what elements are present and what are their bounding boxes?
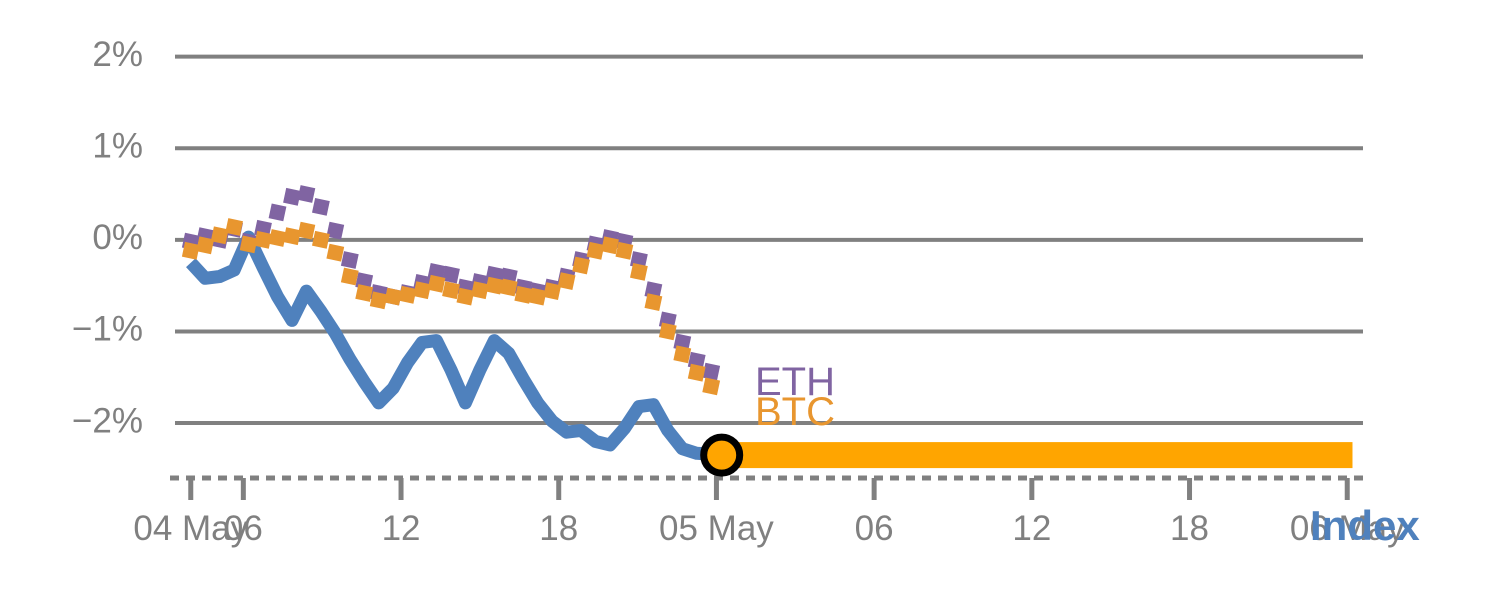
marker-eth-8 <box>297 185 316 203</box>
marker-btc-15 <box>398 285 417 304</box>
marker-btc-19 <box>456 287 475 306</box>
series-label-index: Index <box>1310 502 1420 549</box>
marker-btc-20 <box>471 281 489 300</box>
marker-btc-17 <box>427 274 446 293</box>
y-tick-label-1: 1% <box>92 126 143 165</box>
y-tick-label-4: −2% <box>72 401 143 440</box>
projection-bar-rect[interactable] <box>721 442 1353 469</box>
marker-btc-31 <box>630 263 648 281</box>
x-tick-label-8: 06 May <box>1290 509 1405 548</box>
marker-btc-22 <box>499 278 518 297</box>
line-index[interactable] <box>186 230 723 462</box>
marker-btc-35 <box>687 363 706 382</box>
marker-eth-18 <box>442 265 460 284</box>
x-axis-tick-marks <box>188 478 1350 500</box>
marker-btc-23 <box>514 285 533 304</box>
marker-btc-24 <box>528 287 547 306</box>
y-tick-label-2: 0% <box>92 218 143 257</box>
marker-btc-26 <box>557 272 576 290</box>
marker-eth-36 <box>702 362 721 381</box>
series-index-line[interactable] <box>186 230 723 462</box>
marker-btc-6 <box>268 229 287 247</box>
projection-bar[interactable] <box>721 442 1353 469</box>
gridline-group <box>175 54 1363 426</box>
marker-btc-13 <box>369 291 388 310</box>
marker-btc-30 <box>615 241 634 260</box>
marker-btc-8 <box>297 221 316 240</box>
marker-btc-4 <box>239 235 258 254</box>
x-tick-label-4: 05 May <box>659 509 774 548</box>
marker-btc-1 <box>196 236 215 255</box>
y-axis-tick-labels: 2% 1% 0% −1% −2% <box>72 35 143 440</box>
marker-btc-33 <box>658 322 677 341</box>
x-tick-label-1: 06 <box>224 509 263 548</box>
x-tick-label-5: 06 <box>855 509 894 548</box>
marker-btc-32 <box>644 293 663 311</box>
current-value-dot[interactable] <box>700 433 744 477</box>
marker-btc-18 <box>442 281 460 300</box>
series-label-eth: ETH <box>755 360 835 404</box>
marker-btc-7 <box>283 227 301 246</box>
marker-btc-10 <box>326 243 345 262</box>
series-btc-dotted[interactable] <box>181 218 721 396</box>
x-tick-label-0: 04 May <box>133 509 248 548</box>
marker-eth-6 <box>268 203 287 222</box>
marker-btc-2 <box>210 226 229 245</box>
marker-btc-14 <box>384 287 403 306</box>
marker-btc-29 <box>601 236 619 255</box>
marker-btc-21 <box>485 276 504 295</box>
current-value-marker[interactable] <box>700 433 744 477</box>
marker-btc-25 <box>543 282 562 300</box>
y-tick-label-3: −1% <box>72 310 143 349</box>
marker-btc-5 <box>254 230 272 249</box>
marker-eth-9 <box>312 198 330 216</box>
marker-btc-36 <box>702 377 721 396</box>
y-tick-label-0: 2% <box>92 35 143 74</box>
x-tick-label-3: 18 <box>539 509 578 548</box>
marker-btc-27 <box>572 256 590 275</box>
marker-btc-34 <box>673 345 692 364</box>
marker-btc-16 <box>413 281 431 300</box>
marker-btc-0 <box>181 241 200 260</box>
marker-btc-12 <box>355 284 374 302</box>
marker-eth-7 <box>283 187 301 206</box>
marker-eth-10 <box>326 221 345 240</box>
x-tick-label-2: 12 <box>382 509 421 548</box>
x-tick-label-6: 12 <box>1012 509 1051 548</box>
marker-btc-3 <box>225 218 243 236</box>
marker-eth-11 <box>340 251 359 269</box>
marker-btc-11 <box>340 267 359 286</box>
marker-btc-28 <box>586 241 605 260</box>
x-tick-label-7: 18 <box>1170 509 1209 548</box>
series-label-btc: BTC <box>755 390 835 434</box>
marker-btc-9 <box>312 230 330 249</box>
